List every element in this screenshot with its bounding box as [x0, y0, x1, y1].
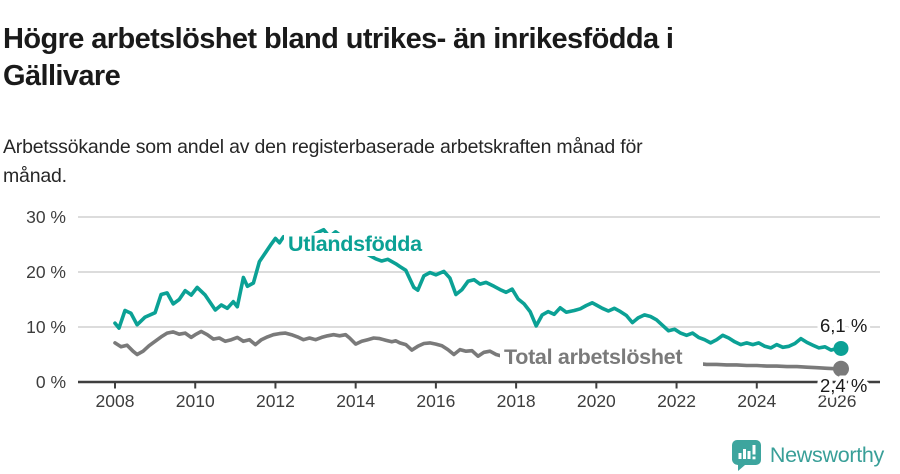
total-arbetsloshet-label-mask: [500, 345, 703, 368]
total-arbetsloshet-end-dot: [832, 360, 849, 377]
y-tick-label: 10 %: [26, 317, 66, 337]
x-tick-label: 2026: [818, 391, 857, 411]
chart-svg: 0 % 10 % 20 % 30 % 2008 2010 2012 2014 2016 2018 2…: [26, 207, 880, 411]
x-tick-label: 2018: [497, 391, 536, 411]
utlandsfodda-end-dot: [833, 340, 849, 356]
utlandsfodda-series-label: Utlandsfödda: [288, 232, 423, 256]
brand-name: Newsworthy: [769, 442, 884, 467]
y-tick-label: 20 %: [26, 262, 66, 282]
y-tick-label: 0 %: [36, 372, 66, 392]
brand-footer: Newsworthy: [731, 439, 884, 471]
y-tick-label: 30 %: [26, 207, 66, 227]
x-tick-label: 2016: [416, 391, 455, 411]
x-tick-label: 2010: [176, 391, 215, 411]
utlandsfodda-label-mask: [284, 233, 434, 256]
chart-subtitle: Arbetssökande som andel av den registerb…: [3, 135, 643, 187]
utlandsfodda-line: [113, 227, 839, 352]
total-arbetsloshet-end-value-label: 2,4 %: [820, 375, 867, 396]
total-arbetsloshet-series-label: Total arbetslöshet: [504, 345, 682, 369]
x-tick-label: 2024: [737, 391, 776, 411]
x-tick-label: 2020: [577, 391, 616, 411]
x-tick-label: 2014: [336, 391, 375, 411]
page-title: Högre arbetslöshet bland utrikes- än inr…: [3, 23, 674, 92]
utlandsfodda-end-value-label: 6,1 %: [820, 315, 867, 336]
line-chart: 0 % 10 % 20 % 30 % 2008 2010 2012 2014 2016 2018 2…: [0, 195, 900, 427]
x-tick-label: 2022: [657, 391, 696, 411]
x-tick-label: 2012: [256, 391, 295, 411]
x-tick-label: 2008: [96, 391, 135, 411]
newsworthy-pin-barchart-icon: [731, 440, 761, 471]
